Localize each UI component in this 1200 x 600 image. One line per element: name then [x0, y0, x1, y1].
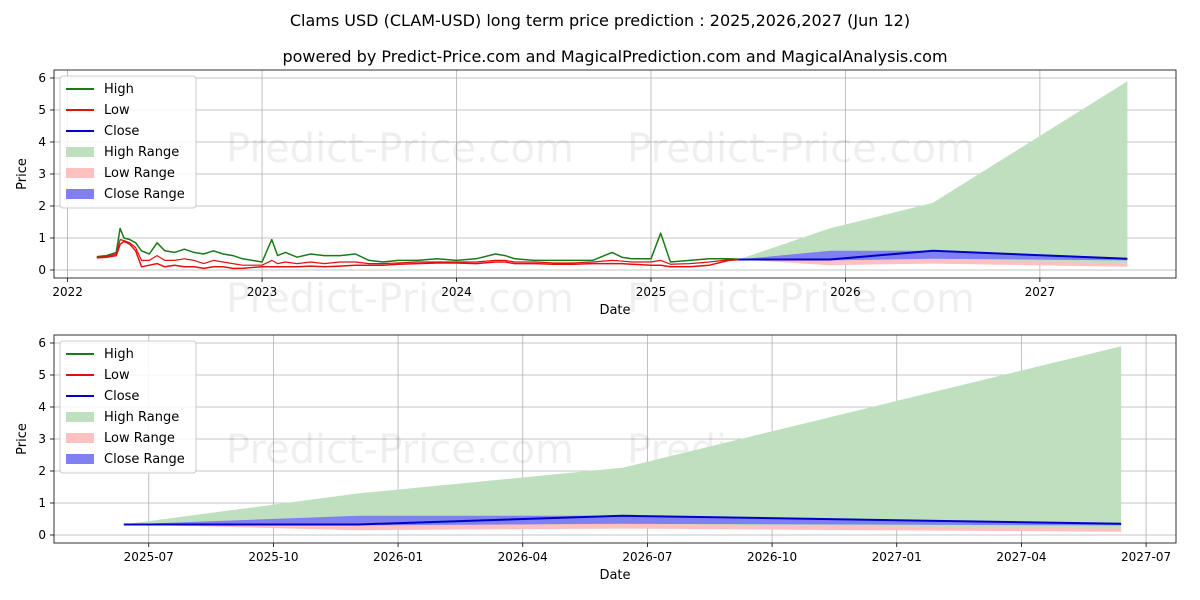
y-axis-label: Price: [15, 158, 30, 190]
legend-low-range-swatch: [66, 168, 94, 178]
watermark-text: Predict-Price.com: [226, 276, 574, 322]
x-tick-label: 2027-04: [996, 550, 1046, 564]
y-tick-label: 6: [38, 71, 46, 85]
low-range-band: [738, 258, 1128, 267]
legend-high-label: High: [104, 347, 134, 362]
watermark-text: Predict-Price.com: [627, 276, 975, 322]
high-series-line: [96, 227, 739, 263]
low-range-band: [123, 523, 1122, 532]
legend-close-range-swatch: [66, 454, 94, 464]
legend-low-range-label: Low Range: [104, 431, 175, 446]
legend-high-label: High: [104, 82, 134, 97]
watermark-text: Predict-Price.com: [226, 126, 574, 172]
y-tick-label: 1: [38, 231, 46, 245]
plot-area: [123, 346, 1122, 532]
chart-subtitle: powered by Predict-Price.com and Magical…: [282, 47, 947, 66]
y-tick-label: 5: [38, 103, 46, 117]
close-history-line: [96, 239, 739, 266]
x-axis-label: Date: [599, 303, 630, 318]
legend-high-range-swatch: [66, 412, 94, 422]
y-tick-label: 0: [38, 528, 46, 542]
high-range-band: [738, 81, 1128, 266]
y-tick-label: 6: [38, 336, 46, 350]
x-tick-label: 2027: [1025, 285, 1056, 299]
y-tick-label: 3: [38, 432, 46, 446]
high-range-band: [123, 346, 1122, 531]
close-forecast-line: [123, 514, 1122, 526]
x-tick-label: 2026-07: [622, 550, 672, 564]
watermark-text: Predict-Price.com: [627, 126, 975, 172]
legend-low-label: Low: [104, 368, 130, 383]
x-tick-label: 2026-04: [498, 550, 548, 564]
chart-panel-1: Predict-Price.com Predict-Price.com Predic…: [15, 69, 1177, 322]
y-tick-label: 1: [38, 496, 46, 510]
y-tick-label: 4: [38, 135, 46, 149]
legend-close-label: Close: [104, 389, 139, 404]
x-tick-label: 2025-10: [248, 550, 298, 564]
legend-high-range-label: High Range: [104, 410, 179, 425]
x-tick-label: 2026: [830, 285, 861, 299]
legend-close-range-swatch: [66, 189, 94, 199]
x-tick-label: 2023: [247, 285, 278, 299]
x-tick-label: 2026-10: [747, 550, 797, 564]
y-tick-label: 3: [38, 167, 46, 181]
legend-close-range-label: Close Range: [104, 452, 185, 467]
x-tick-label: 2026-01: [373, 550, 423, 564]
chart-panel-2: Predict-Price.comPredict-Price.com2025-0…: [15, 334, 1177, 583]
legend-close-label: Close: [104, 124, 139, 139]
y-tick-label: 0: [38, 263, 46, 277]
y-tick-label: 5: [38, 368, 46, 382]
legend-low-range-swatch: [66, 433, 94, 443]
watermark-text: Predict-Price.com: [226, 427, 574, 473]
close-forecast-line: [738, 249, 1128, 261]
x-axis-label: Date: [599, 568, 630, 583]
y-tick-label: 2: [38, 464, 46, 478]
x-tick-label: 2025: [636, 285, 667, 299]
y-axis-label: Price: [15, 423, 30, 455]
x-tick-label: 2022: [52, 285, 83, 299]
legend-low-label: Low: [104, 103, 130, 118]
x-tick-label: 2025-07: [124, 550, 174, 564]
legend-high-range-label: High Range: [104, 145, 179, 160]
plot-area: [96, 81, 1128, 270]
y-tick-label: 4: [38, 400, 46, 414]
x-tick-label: 2027-07: [1121, 550, 1171, 564]
legend-low-range-label: Low Range: [104, 166, 175, 181]
y-tick-label: 2: [38, 199, 46, 213]
low-series-line: [96, 240, 739, 270]
legend-close-range-label: Close Range: [104, 187, 185, 202]
chart-title: Clams USD (CLAM-USD) long term price pre…: [290, 11, 910, 30]
x-tick-label: 2027-01: [872, 550, 922, 564]
x-tick-label: 2024: [441, 285, 472, 299]
legend-high-range-swatch: [66, 147, 94, 157]
